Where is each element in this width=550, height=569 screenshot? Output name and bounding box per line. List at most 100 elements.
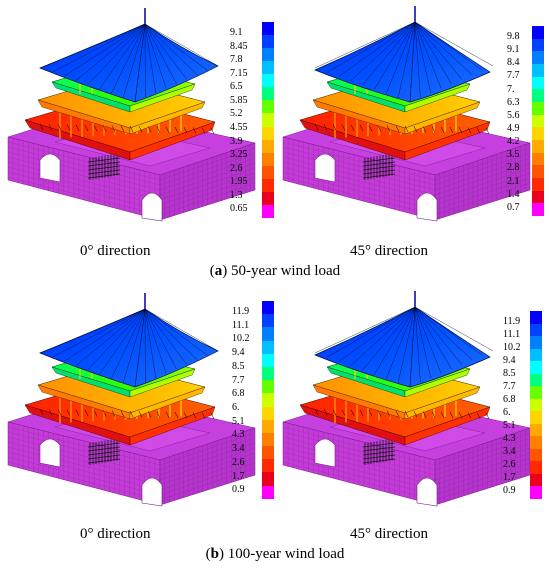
colorbar-segment: [262, 61, 274, 75]
direction-label-b-45deg: 45° direction: [350, 526, 429, 542]
colorbar-segment: [262, 126, 274, 140]
colorbar-tick-label: 4.3: [232, 429, 245, 441]
colorbar-tick-label: 10.2: [503, 342, 521, 353]
colorbar-tick-label: 6.5: [230, 81, 243, 93]
colorbar-segment: [532, 190, 544, 204]
colorbar-tick-label: 3.25: [230, 149, 248, 161]
pavilion-tower: [24, 8, 219, 180]
colorbar-segment: [530, 323, 542, 337]
colorbar-tick-label: 1.7: [503, 472, 516, 483]
colorbar-segment: [530, 423, 542, 437]
tower-model-b-0deg: [7, 293, 256, 507]
colorbar-segment: [262, 165, 274, 179]
colorbar-segment: [262, 48, 274, 62]
colorbar-segment: [262, 314, 274, 328]
colorbar-tick-label: 7.7: [507, 70, 520, 82]
colorbar-segment: [262, 393, 274, 407]
colorbar-tick-label: 9.4: [232, 347, 245, 359]
colorbar-segment: [530, 461, 542, 474]
caption-a-letter: a: [214, 263, 223, 279]
direction-label-a-45deg: 45° direction: [350, 243, 429, 259]
colorbar-tick-label: 4.55: [230, 122, 248, 133]
direction-label-b-0deg: 0° direction: [80, 526, 151, 542]
colorbar-segment: [530, 398, 542, 412]
colorbar-segment: [532, 139, 544, 153]
colorbar-tick-label: 5.2: [230, 108, 243, 120]
colorbar-segment: [532, 101, 544, 115]
colorbar-b-0deg: [262, 301, 274, 499]
colorbar-segment: [530, 486, 542, 499]
colorbar-segment: [262, 35, 274, 49]
colorbar-tick-label: 3.9: [230, 135, 243, 147]
colorbar-a-45deg: [532, 26, 544, 216]
colorbar-tick-label: 0.7: [507, 201, 520, 213]
colorbar-tick-label: 2.6: [232, 456, 245, 468]
colorbar-segment: [532, 114, 544, 128]
colorbar-segment: [262, 87, 274, 101]
colorbar-segment: [262, 204, 274, 218]
colorbar-tick-label: 6.3: [507, 96, 520, 108]
colorbar-tick-label: 0.65: [230, 203, 248, 215]
colorbar-b-45deg: [530, 311, 542, 499]
colorbar-ticks-a-45deg: 9.8 9.1 8.4 7.7 7. 6.3 5.6 4.9 4.2 3.5 2.8 2.1 1.4 0.…: [507, 32, 532, 216]
colorbar-tick-label: 11.1: [232, 319, 250, 331]
colorbar-segment: [532, 89, 544, 102]
colorbar-tick-label: 8.45: [230, 40, 248, 52]
colorbar-tick-label: 5.85: [230, 94, 248, 106]
contour-panel-b-0deg: 11.9 11.1 10.2 9.4 8.5 7.7 6.8 6. 5.1 4.3 3.4 2.6 1.…: [0, 285, 275, 520]
colorbar-ticks-b-45deg: 11.9 11.1 10.2 9.4 8.5 7.7 6.8 6. 5.1 4.3 3.4 2.6 1.…: [503, 317, 530, 499]
colorbar-tick-label: 3.4: [503, 446, 516, 457]
colorbar-segment: [530, 386, 542, 399]
colorbar-segment: [262, 74, 274, 88]
colorbar-tick-label: 4.3: [503, 433, 516, 444]
tower-model-a-45deg: [282, 6, 531, 222]
colorbar-segment: [262, 406, 274, 420]
colorbar-tick-label: 7.8: [230, 54, 243, 66]
colorbar-segment: [262, 485, 274, 499]
colorbar-tick-label: 1.4: [507, 188, 520, 200]
colorbar-segment: [530, 473, 542, 487]
colorbar-segment: [532, 152, 544, 166]
colorbar-tick-label: 1.95: [230, 176, 248, 188]
pavilion-tower: [24, 293, 219, 465]
caption-b: (b) 100-year wind load: [205, 546, 345, 562]
colorbar-segment: [532, 127, 544, 140]
colorbar-segment: [262, 459, 274, 473]
colorbar-tick-label: 7.: [507, 83, 515, 95]
colorbar-segment: [530, 411, 542, 424]
colorbar-tick-label: 2.1: [507, 175, 520, 187]
colorbar-tick-label: 2.6: [503, 459, 516, 470]
colorbar-tick-label: 4.2: [507, 136, 520, 148]
colorbar-segment: [530, 336, 542, 349]
contour-panel-a-0deg: 9.1 8.45 7.8 7.15 6.5 5.85 5.2 4.55 3.9 3.25 2.6 1.…: [0, 0, 275, 235]
colorbar-a-0deg: [262, 22, 274, 218]
colorbar-tick-label: 8.5: [232, 360, 245, 372]
colorbar-segment: [532, 63, 544, 77]
colorbar-tick-label: 9.1: [507, 44, 520, 56]
colorbar-segment: [262, 327, 274, 341]
colorbar-segment: [530, 373, 542, 387]
contour-panel-b-45deg: 11.9 11.1 10.2 9.4 8.5 7.7 6.8 6. 5.1 4.3 3.4 2.6 1.…: [275, 285, 550, 520]
colorbar-tick-label: 3.5: [507, 149, 520, 161]
colorbar-tick-label: 6.8: [232, 388, 245, 400]
colorbar-segment: [262, 178, 274, 192]
colorbar-segment: [262, 419, 274, 433]
pavilion-tower: [299, 291, 494, 465]
colorbar-tick-label: 11.9: [503, 316, 521, 327]
colorbar-segment: [262, 301, 274, 315]
colorbar-tick-label: 2.6: [230, 162, 243, 174]
caption-a: (a) 50-year wind load: [209, 263, 341, 279]
colorbar-tick-label: 4.9: [507, 123, 520, 134]
colorbar-segment: [262, 139, 274, 153]
colorbar-tick-label: 8.4: [507, 57, 520, 69]
colorbar-segment: [532, 76, 544, 90]
colorbar-tick-label: 8.5: [503, 368, 516, 379]
colorbar-segment: [262, 22, 274, 36]
caption-b-text: 100-year wind load: [223, 546, 345, 562]
colorbar-segment: [262, 113, 274, 127]
colorbar-tick-label: 7.7: [232, 374, 245, 386]
colorbar-segment: [262, 446, 274, 460]
tower-model-b-45deg: [282, 291, 531, 507]
colorbar-tick-label: 5.6: [507, 109, 520, 121]
colorbar-segment: [532, 51, 544, 64]
